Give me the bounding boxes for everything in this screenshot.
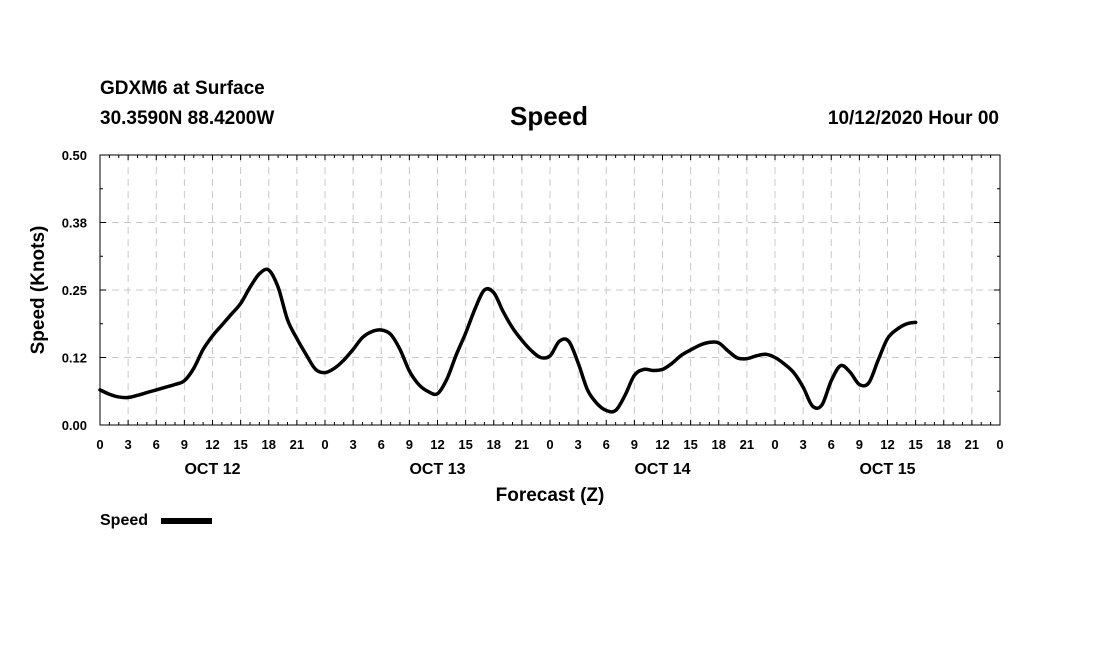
x-tick-label: 21 (965, 437, 979, 452)
location-label: 30.3590N 88.4200W (100, 108, 274, 129)
series-layer (98, 267, 918, 414)
x-tick-label: 9 (181, 437, 188, 452)
date-label: OCT 12 (184, 461, 240, 478)
x-tick-label: 0 (546, 437, 553, 452)
x-tick-label: 15 (233, 437, 247, 452)
x-tick-label: 6 (828, 437, 835, 452)
x-tick-label: 15 (908, 437, 922, 452)
x-tick-label: 3 (575, 437, 582, 452)
x-tick-label: 9 (631, 437, 638, 452)
date-label: OCT 15 (859, 461, 915, 478)
x-tick-label: 0 (771, 437, 778, 452)
x-tick-label: 18 (487, 437, 501, 452)
x-tick-label: 9 (406, 437, 413, 452)
x-tick-label: 18 (712, 437, 726, 452)
x-tick-label: 0 (996, 437, 1003, 452)
y-axis-title: Speed (Knots) (28, 226, 49, 355)
grid-lines (100, 155, 1000, 425)
x-tick-label: 3 (125, 437, 132, 452)
run-label: 10/12/2020 Hour 00 (828, 108, 999, 129)
station-label: GDXM6 at Surface (100, 78, 265, 99)
date-label: OCT 14 (634, 461, 690, 478)
series-line-speed (98, 267, 918, 414)
x-tick-label: 12 (205, 437, 219, 452)
x-tick-label: 21 (740, 437, 754, 452)
x-tick-label: 15 (458, 437, 472, 452)
x-axis-title: Forecast (Z) (496, 485, 605, 506)
legend-label: Speed (100, 512, 148, 529)
x-tick-label: 3 (350, 437, 357, 452)
x-tick-label: 6 (603, 437, 610, 452)
y-tick-label: 0.38 (62, 216, 87, 231)
x-tick-label: 6 (378, 437, 385, 452)
x-tick-label: 18 (937, 437, 951, 452)
date-label: OCT 13 (409, 461, 465, 478)
y-tick-label: 0.00 (62, 418, 87, 433)
chart-title: Speed (510, 101, 588, 131)
x-tick-label: 15 (683, 437, 697, 452)
x-tick-label: 21 (290, 437, 304, 452)
x-tick-label: 21 (515, 437, 529, 452)
x-tick-label: 0 (321, 437, 328, 452)
x-tick-label: 18 (262, 437, 276, 452)
x-tick-label: 6 (153, 437, 160, 452)
plot-frame (99, 154, 1001, 426)
x-tick-label: 0 (96, 437, 103, 452)
x-tick-label: 9 (856, 437, 863, 452)
x-tick-label: 12 (655, 437, 669, 452)
y-tick-label: 0.12 (62, 351, 87, 366)
axis-tick-labels: 0 3 6 9 12 15 18 21 0 3 6 9 12 15 18 21 0 3 6 9 12 15 18 21 0 3 6 9… (62, 148, 1004, 478)
y-tick-label: 0.25 (62, 283, 87, 298)
y-tick-label: 0.50 (62, 148, 87, 163)
x-tick-label: 12 (430, 437, 444, 452)
x-tick-label: 3 (800, 437, 807, 452)
x-tick-label: 12 (880, 437, 894, 452)
legend: Speed (100, 512, 212, 529)
